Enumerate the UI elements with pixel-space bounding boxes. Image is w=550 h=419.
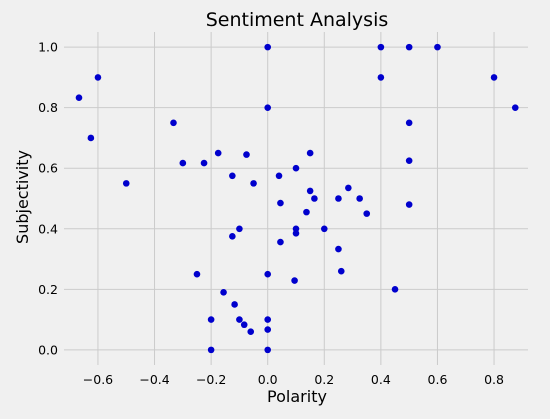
data-point — [229, 233, 236, 240]
data-point — [87, 134, 95, 142]
data-point — [236, 316, 243, 323]
data-point — [434, 43, 441, 51]
data-point — [490, 74, 498, 81]
y-tick-label: 0.8 — [38, 100, 58, 115]
x-tick-labels: −0.6 −0.4 −0.2 0.0 0.2 0.4 0.6 0.8 — [83, 372, 504, 387]
data-point — [311, 195, 318, 202]
x-tick-label: 0.2 — [314, 372, 334, 387]
data-point — [377, 43, 385, 51]
data-point — [405, 119, 413, 127]
data-point — [207, 346, 215, 354]
data-point — [214, 149, 222, 157]
x-tick-label: −0.4 — [139, 372, 169, 387]
data-points — [75, 43, 519, 354]
data-point — [306, 187, 314, 195]
data-point — [264, 43, 272, 51]
data-point — [264, 270, 272, 278]
data-point — [200, 159, 208, 167]
data-point — [291, 277, 298, 284]
data-point — [345, 184, 352, 192]
data-point — [306, 149, 314, 157]
data-point — [170, 119, 177, 127]
data-point — [292, 164, 300, 172]
data-point — [240, 321, 248, 329]
data-point — [303, 208, 310, 216]
data-point — [264, 326, 272, 333]
data-point — [277, 238, 284, 246]
x-axis-label: Polarity — [267, 387, 327, 406]
data-point — [264, 104, 272, 111]
x-tick-label: 0.8 — [484, 372, 504, 387]
data-point — [363, 210, 371, 217]
data-point — [377, 74, 385, 81]
data-point — [391, 286, 399, 293]
data-point — [292, 225, 300, 233]
y-tick-label: 0.4 — [38, 221, 58, 236]
data-point — [405, 201, 413, 208]
y-tick-label: 0.6 — [38, 161, 58, 176]
y-tick-labels: 0.0 0.2 0.4 0.6 0.8 1.0 — [38, 40, 58, 358]
data-point — [335, 245, 342, 253]
chart-title: Sentiment Analysis — [206, 9, 389, 31]
data-point — [243, 151, 250, 158]
y-tick-label: 0.0 — [38, 342, 58, 357]
y-tick-label: 1.0 — [38, 40, 58, 55]
data-point — [231, 301, 238, 308]
data-point — [207, 316, 215, 323]
data-point — [236, 225, 243, 233]
data-point — [247, 328, 255, 336]
data-point — [337, 267, 345, 275]
data-point — [277, 199, 284, 207]
data-point — [405, 43, 413, 51]
data-point — [94, 74, 102, 81]
grid-lines — [64, 32, 528, 365]
data-point — [250, 180, 257, 187]
x-tick-label: 0.6 — [428, 372, 448, 387]
data-point — [229, 172, 236, 180]
x-tick-label: −0.6 — [83, 372, 113, 387]
data-point — [275, 172, 283, 180]
data-point — [179, 159, 187, 167]
x-tick-label: 0.4 — [371, 372, 391, 387]
data-point — [405, 157, 413, 164]
x-tick-label: 0.0 — [258, 372, 278, 387]
data-point — [220, 289, 227, 296]
data-point — [75, 94, 83, 101]
x-tick-label: −0.2 — [196, 372, 226, 387]
data-point — [356, 195, 363, 202]
data-point — [264, 346, 272, 354]
y-tick-label: 0.2 — [38, 282, 58, 297]
data-point — [335, 195, 342, 202]
data-point — [320, 225, 328, 233]
data-point — [193, 270, 201, 278]
data-point — [122, 180, 130, 187]
data-point — [511, 104, 519, 111]
data-point — [292, 230, 300, 237]
y-axis-label: Subjectivity — [13, 150, 32, 244]
data-point — [264, 316, 272, 323]
